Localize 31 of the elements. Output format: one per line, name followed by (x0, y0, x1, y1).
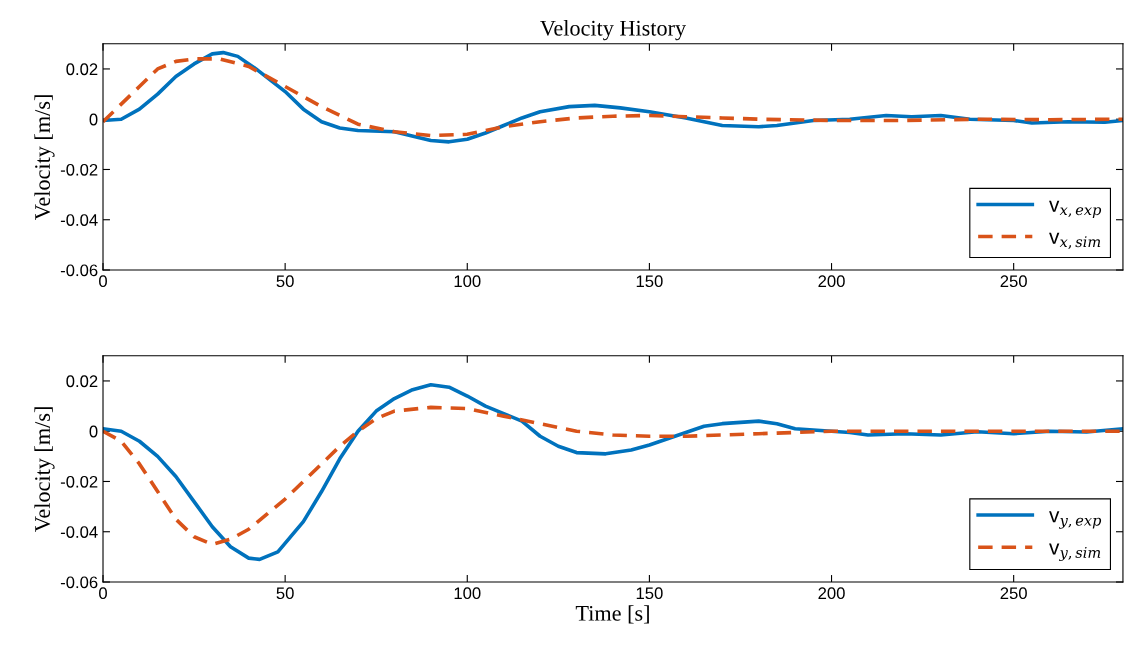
x-axis-title: Time [s] (575, 605, 649, 624)
y-tick-label: 0.02 (66, 375, 98, 388)
y-tick-label: -0.06 (60, 264, 98, 277)
y-axis-title: Velocity [m/s] (34, 95, 55, 220)
x-tick-label: 150 (636, 275, 663, 288)
x-tick-label: 250 (1000, 275, 1027, 288)
x-tick-label: 250 (1000, 587, 1027, 600)
legend-label: v$_{y,exp}$ (1049, 511, 1102, 529)
line-series (103, 382, 1123, 562)
x-tick-label: 100 (454, 275, 481, 288)
x-tick-label: 200 (818, 275, 845, 288)
y-tick-label: 0 (89, 425, 98, 438)
legend-label: v$_{x,exp}$ (1049, 200, 1102, 219)
y-tick-label: -0.02 (60, 163, 98, 176)
y-tick-label: -0.04 (60, 526, 98, 538)
x-tick-label: 0 (99, 587, 107, 600)
y-tick-label: 0.02 (66, 63, 98, 76)
x-tick-label: 50 (276, 587, 294, 600)
y-axis-title: Velocity [m/s] (34, 407, 55, 532)
y-tick-label: -0.02 (60, 475, 98, 488)
x-tick-label: 100 (454, 587, 481, 600)
x-tick-label: 0 (99, 275, 107, 288)
x-tick-label: 50 (276, 275, 294, 288)
chart-title: Velocity History (540, 20, 687, 41)
y-tick-label: -0.06 (60, 576, 98, 589)
legend-label: v$_{y,sim}$ (1049, 543, 1101, 561)
y-tick-label: 0 (89, 113, 98, 126)
x-tick-label: 150 (636, 587, 663, 600)
legend-label: v$_{x,sim}$ (1049, 232, 1101, 249)
y-tick-label: -0.04 (60, 214, 98, 226)
x-tick-label: 200 (818, 587, 845, 600)
